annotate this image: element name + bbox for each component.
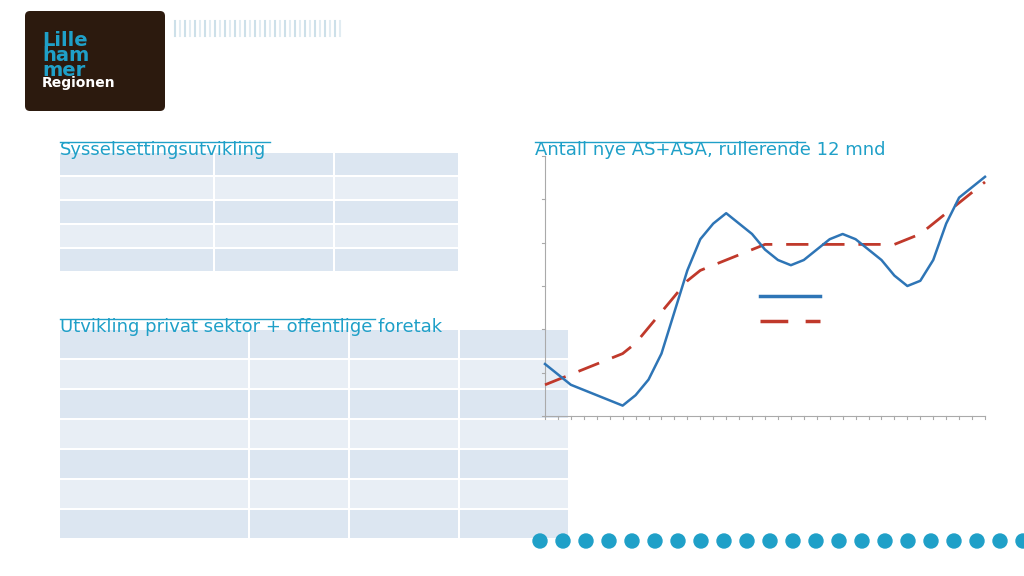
Circle shape [1016,534,1024,548]
Bar [460,480,568,508]
Text: Regionen: Regionen [42,76,116,90]
Bar [350,330,458,358]
Bar [215,153,333,175]
Bar [350,510,458,538]
Circle shape [579,534,593,548]
Circle shape [694,534,708,548]
Bar [60,420,248,448]
Bar [460,420,568,448]
Bar [60,177,213,199]
Bar [60,510,248,538]
Bar [60,153,213,175]
Bar [60,201,213,223]
Bar [60,450,248,478]
Circle shape [831,534,846,548]
Bar [60,225,213,247]
Bar [335,153,458,175]
Circle shape [993,534,1007,548]
Bar [350,480,458,508]
Bar [60,249,213,271]
Text: mer: mer [42,61,85,80]
Bar [460,450,568,478]
Bar [460,390,568,418]
Bar [350,390,458,418]
Bar [250,510,348,538]
Bar [350,420,458,448]
Bar [60,330,248,358]
Bar [60,360,248,388]
Text: ham: ham [42,46,89,65]
Bar [460,330,568,358]
Circle shape [740,534,754,548]
Circle shape [901,534,915,548]
Circle shape [534,534,547,548]
FancyBboxPatch shape [25,11,165,111]
Bar [250,480,348,508]
Circle shape [924,534,938,548]
Circle shape [878,534,892,548]
Bar [250,390,348,418]
Text: Utvikling privat sektor + offentlige foretak: Utvikling privat sektor + offentlige for… [60,318,442,336]
Circle shape [648,534,662,548]
Bar [335,225,458,247]
Bar [250,330,348,358]
Circle shape [671,534,685,548]
Bar [250,450,348,478]
Bar [60,480,248,508]
Bar [60,390,248,418]
Bar [350,360,458,388]
Circle shape [717,534,731,548]
Bar [460,360,568,388]
Bar [335,201,458,223]
Bar [250,360,348,388]
Circle shape [763,534,777,548]
Circle shape [556,534,570,548]
Circle shape [947,534,961,548]
Circle shape [602,534,616,548]
Text: Sysselsettingsutvikling: Sysselsettingsutvikling [60,141,266,159]
Text: Antall nye AS+ASA, rullerende 12 mnd: Antall nye AS+ASA, rullerende 12 mnd [535,141,886,159]
Bar [215,201,333,223]
Bar [460,510,568,538]
Bar [215,177,333,199]
Bar [350,450,458,478]
Circle shape [855,534,869,548]
Text: Lille: Lille [42,31,88,50]
Circle shape [970,534,984,548]
Bar [335,177,458,199]
Circle shape [809,534,823,548]
Circle shape [625,534,639,548]
Bar [215,225,333,247]
Bar [335,249,458,271]
Bar [250,420,348,448]
Circle shape [786,534,800,548]
Bar [215,249,333,271]
